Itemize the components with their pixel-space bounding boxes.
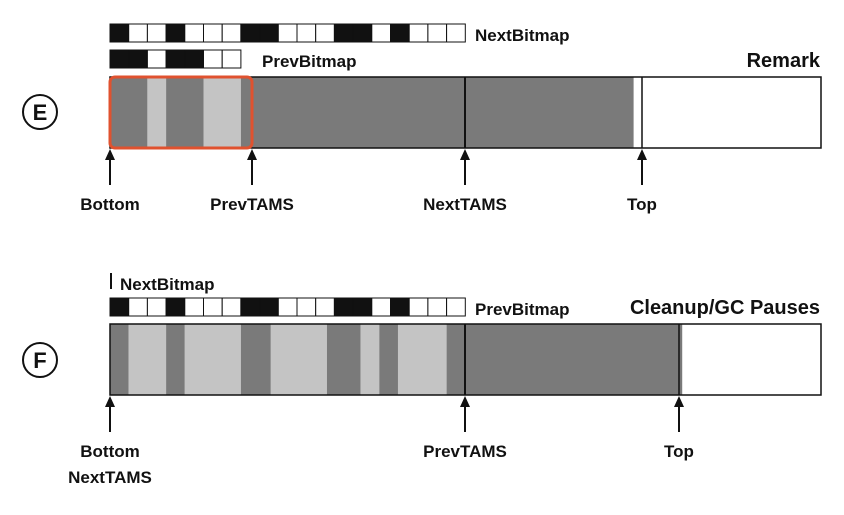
bitmap-bit-clear [203, 23, 223, 43]
bitmap-bit-clear [146, 49, 167, 69]
live-object-block [240, 324, 271, 395]
dead-object-block [270, 324, 327, 395]
pointer-label-bottom: Bottom [80, 195, 139, 214]
bitmap-bit-set [352, 297, 373, 317]
pointer-next-tams: NextTAMS [423, 149, 507, 214]
pointer-prev-tams-f: PrevTAMS [423, 396, 507, 461]
bitmap-bit-set [390, 23, 410, 43]
bitmap-bit-clear [446, 23, 466, 43]
live-object-block [446, 324, 466, 395]
live-object-block [240, 77, 466, 148]
prev-bitmap-strip-full [109, 297, 466, 317]
bitmap-bit-set [109, 297, 130, 317]
dead-object-block [397, 324, 447, 395]
bitmap-bit-set [128, 49, 148, 69]
live-object-block [326, 324, 361, 395]
bitmap-bit-clear [296, 23, 317, 43]
live-object-block [110, 324, 129, 395]
pointer-label-top: Top [627, 195, 657, 214]
bitmap-bit-clear [371, 23, 391, 43]
bitmap-bit-clear [203, 49, 223, 69]
bitmap-bit-clear [221, 297, 242, 317]
bitmap-bit-clear [427, 23, 448, 43]
next-bitmap-label-cleared: NextBitmap [120, 275, 214, 294]
prev-bitmap-label-full: PrevBitmap [475, 300, 569, 319]
dead-object-block [360, 324, 380, 395]
step-marker-e [22, 94, 58, 130]
live-object-block [465, 324, 683, 395]
phase-title-remark: Remark [747, 50, 821, 72]
bitmap-bit-set [240, 23, 261, 43]
step-marker-f [22, 342, 58, 378]
bitmap-bit-set [333, 23, 354, 43]
bitmap-bit-set [390, 297, 410, 317]
live-object-block [166, 324, 185, 395]
bitmap-bit-set [240, 297, 261, 317]
bitmap-bit-clear [184, 297, 205, 317]
pointer-top: Top [627, 149, 657, 214]
bitmap-bit-set [333, 297, 354, 317]
bitmap-bit-clear [371, 297, 391, 317]
bitmap-bit-set [109, 49, 130, 69]
bitmap-bit-clear [221, 49, 242, 69]
bitmap-bit-set [259, 297, 279, 317]
dead-object-block [184, 324, 241, 395]
pointer-label-bottom-f: Bottom [80, 442, 139, 461]
bitmap-bit-set [165, 23, 186, 43]
bitmap-bit-clear [128, 23, 148, 43]
bitmap-bit-clear [128, 297, 148, 317]
bitmap-bit-clear [184, 23, 205, 43]
bitmap-bit-clear [408, 23, 429, 43]
pointer-top-f: Top [664, 396, 694, 461]
prev-tams-highlight-box [108, 75, 254, 150]
dead-object-block [147, 77, 167, 148]
panel-f: F NextBitmap PrevBitmap Cleanup/GC Pause… [22, 273, 822, 487]
phase-title-cleanup: Cleanup/GC Pauses [630, 297, 820, 319]
pointer-prev-tams: PrevTAMS [210, 149, 294, 214]
bitmap-bit-set [259, 23, 279, 43]
pointer-label-next-tams-f: NextTAMS [68, 468, 152, 487]
bitmap-bit-clear [277, 297, 298, 317]
bitmap-bit-clear [203, 297, 223, 317]
live-object-block [465, 77, 634, 148]
step-label-e: E [33, 100, 48, 125]
bitmap-bit-clear [427, 297, 448, 317]
pointer-label-prev-tams: PrevTAMS [210, 195, 294, 214]
prev-bitmap-label: PrevBitmap [262, 52, 356, 71]
pointer-bottom-next-tams: Bottom NextTAMS [68, 396, 152, 487]
next-bitmap-label: NextBitmap [475, 26, 569, 45]
bitmap-bit-clear [315, 23, 335, 43]
bitmap-bit-set [184, 49, 205, 69]
bitmap-bit-clear [146, 23, 167, 43]
pointer-label-prev-tams-f: PrevTAMS [423, 442, 507, 461]
bitmap-bit-clear [221, 23, 242, 43]
bitmap-bit-clear [315, 297, 335, 317]
bitmap-bit-set [352, 23, 373, 43]
bitmap-bit-clear [146, 297, 167, 317]
live-object-block [110, 77, 148, 148]
next-bitmap-strip [109, 23, 466, 43]
bitmap-bit-clear [408, 297, 429, 317]
dead-object-block [128, 324, 167, 395]
bitmap-bit-clear [446, 297, 466, 317]
live-object-block [166, 77, 204, 148]
bitmap-bit-set [165, 297, 186, 317]
bitmap-bit-clear [277, 23, 298, 43]
bitmap-bit-set [165, 49, 186, 69]
pointer-bottom: Bottom [80, 149, 140, 214]
pointer-label-top-f: Top [664, 442, 694, 461]
bitmap-bit-clear [296, 297, 317, 317]
step-label-f: F [33, 348, 46, 373]
dead-object-block [203, 77, 241, 148]
pointer-label-next-tams: NextTAMS [423, 195, 507, 214]
prev-bitmap-strip [109, 49, 242, 69]
panel-e: E NextBitmap PrevBitmap Remark Bottom Pr… [22, 23, 822, 214]
bitmap-bit-set [109, 23, 130, 43]
live-object-block [379, 324, 398, 395]
